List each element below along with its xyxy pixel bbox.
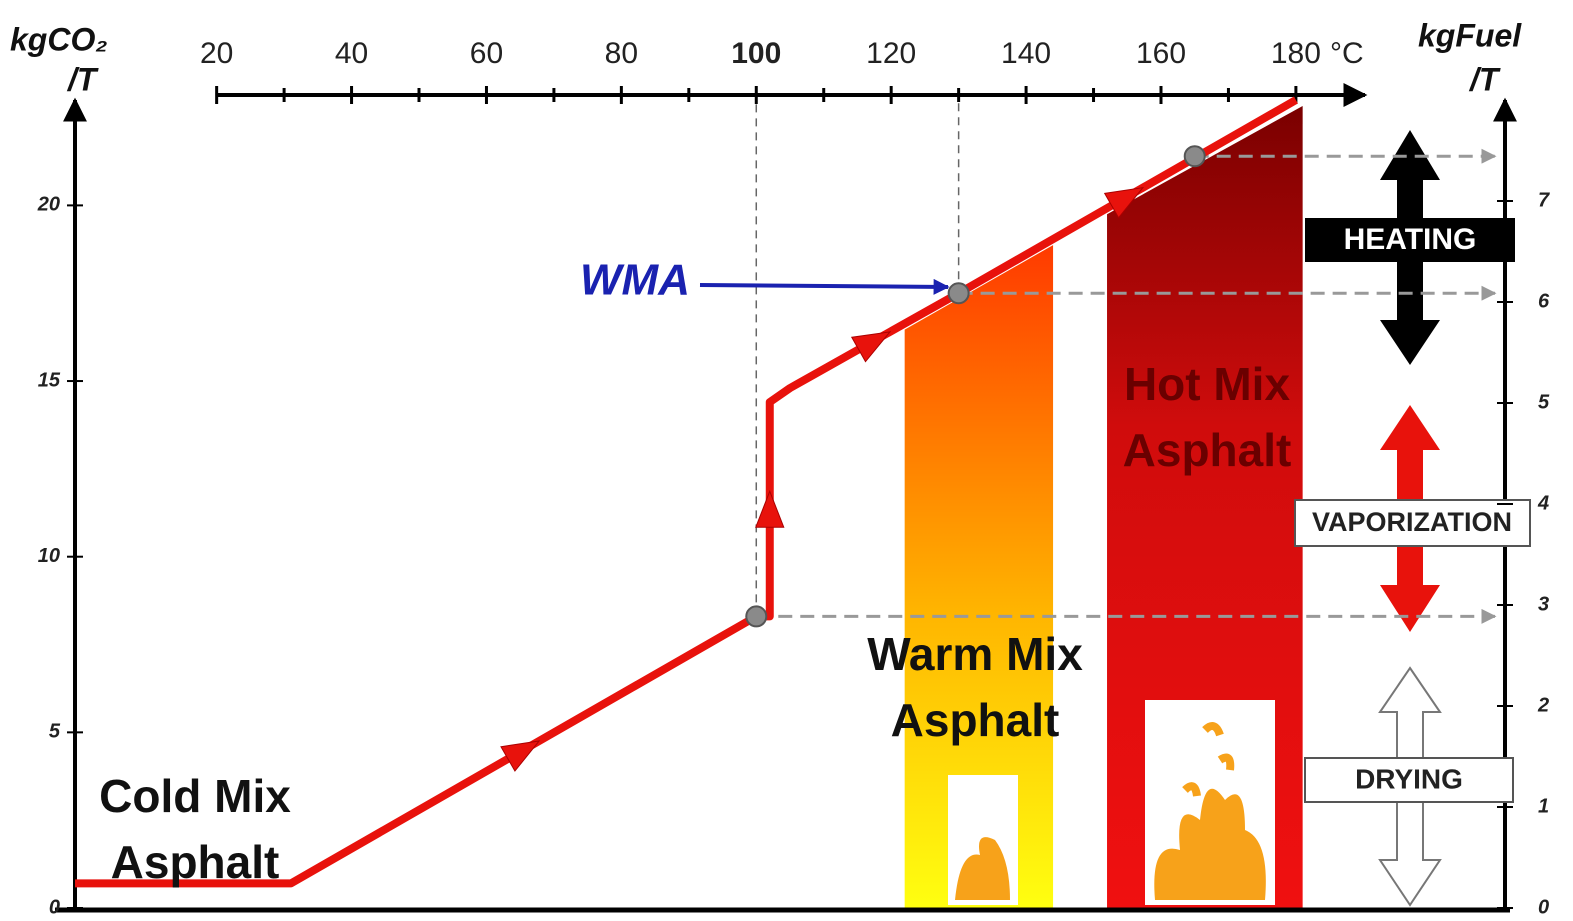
direction-arrow	[756, 491, 784, 527]
y-tick-label: 10	[38, 545, 60, 567]
data-point	[1185, 146, 1205, 166]
data-point	[949, 283, 969, 303]
y-tick-label: 15	[38, 369, 61, 391]
x-unit: °C	[1330, 37, 1364, 70]
y2-tick-label: 7	[1538, 189, 1550, 211]
y-tick-label: 5	[49, 721, 61, 743]
chart: kgCO₂ /T kgFuel /T °C 204060801001201401…	[0, 0, 1573, 921]
y2-tick-label: 5	[1538, 391, 1550, 413]
y-axis-title: kgCO₂	[10, 21, 108, 57]
y-tick-label: 0	[49, 896, 60, 918]
x-tick-label: 140	[1001, 37, 1051, 70]
y-tick-label: 20	[37, 194, 60, 216]
y-axis-title: /T	[66, 61, 99, 97]
y2-tick-label: 1	[1538, 795, 1549, 817]
x-tick-label: 160	[1136, 37, 1186, 70]
direction-arrow	[501, 729, 546, 771]
x-tick-label: 20	[200, 37, 233, 70]
wma-arrow	[700, 285, 948, 287]
region-label: Asphalt	[111, 836, 280, 888]
process-label: VAPORIZATION	[1312, 507, 1512, 537]
y2-axis-title: /T	[1468, 61, 1501, 97]
region-label: Asphalt	[891, 694, 1060, 746]
y2-tick-label: 3	[1538, 593, 1549, 615]
x-tick-label: 180	[1271, 37, 1321, 70]
x-tick-label: 80	[605, 37, 638, 70]
process-label: DRYING	[1355, 763, 1463, 794]
y2-tick-label: 6	[1538, 290, 1550, 312]
wma-label: WMA	[580, 256, 690, 305]
region-label: Hot Mix	[1124, 358, 1291, 410]
region-label: Cold Mix	[99, 770, 291, 822]
x-tick-label: 40	[335, 37, 368, 70]
region-label: Asphalt	[1123, 424, 1292, 476]
region-label: Warm Mix	[867, 628, 1083, 680]
process-label: HEATING	[1344, 223, 1477, 256]
data-point	[746, 606, 766, 626]
y2-tick-label: 4	[1537, 492, 1549, 514]
y2-axis-title: kgFuel	[1418, 17, 1522, 53]
x-tick-label: 60	[470, 37, 503, 70]
y2-tick-label: 2	[1537, 694, 1549, 716]
x-tick-label: 100	[731, 37, 781, 70]
direction-arrow	[852, 320, 897, 362]
x-tick-label: 120	[866, 37, 916, 70]
y2-tick-label: 0	[1538, 896, 1549, 918]
